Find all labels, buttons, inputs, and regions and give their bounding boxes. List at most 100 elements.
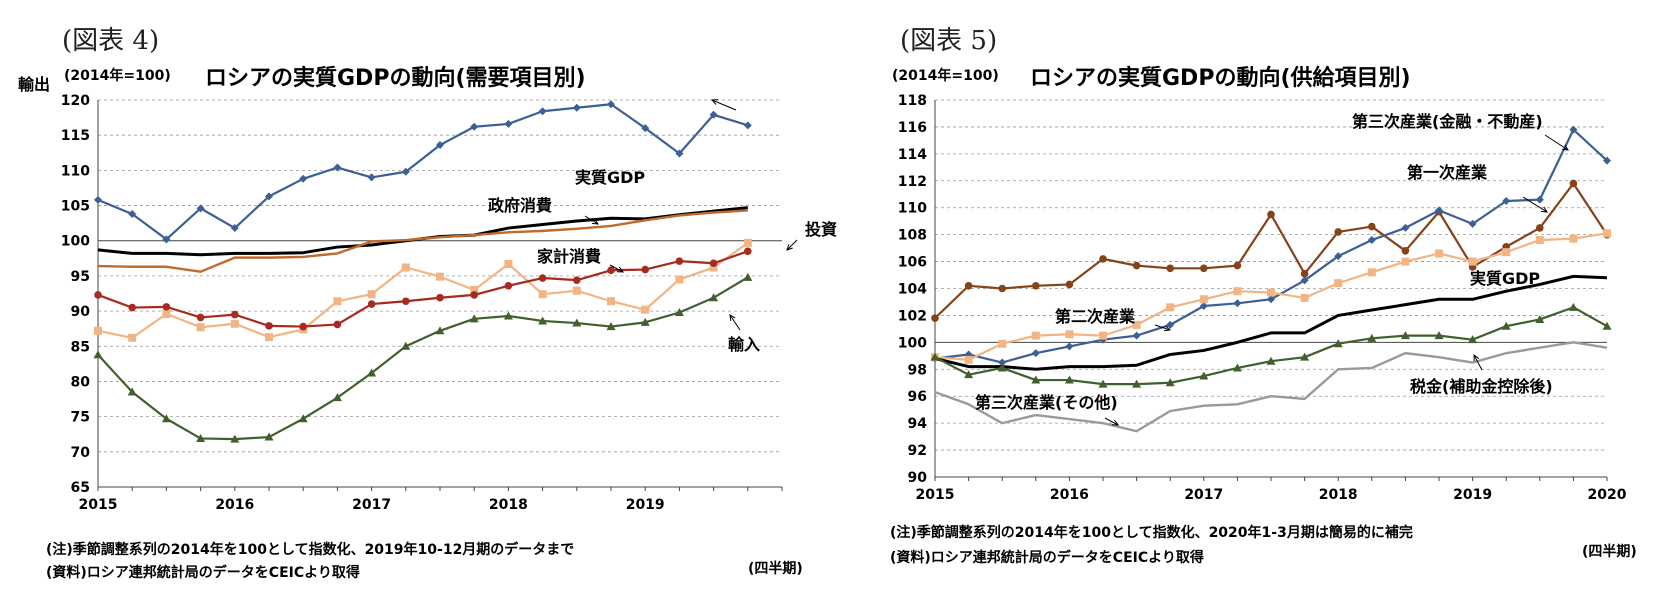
data-point	[435, 326, 445, 335]
series-line	[97, 241, 749, 339]
data-point	[743, 238, 752, 247]
data-point	[997, 363, 1007, 372]
data-point	[640, 317, 650, 326]
data-point	[931, 314, 939, 322]
data-point	[1334, 228, 1342, 236]
data-point	[1569, 125, 1578, 134]
y-tick-label: 102	[898, 308, 927, 324]
data-point	[504, 281, 513, 290]
data-point	[469, 314, 479, 323]
series-line	[934, 274, 1608, 371]
series-annotation: 投資	[805, 220, 837, 239]
data-point	[1602, 321, 1612, 330]
data-point	[1267, 295, 1275, 304]
y-tick-label: 110	[61, 163, 90, 179]
series-4-group	[930, 302, 1612, 388]
data-point	[1401, 223, 1410, 232]
series-annotation: 税金(補助金控除後)	[1410, 377, 1553, 396]
data-point	[1065, 342, 1074, 351]
figure-label: (図表 4)	[62, 26, 160, 56]
data-point	[538, 290, 547, 299]
data-point	[1064, 375, 1074, 384]
unit-label: (2014年=100)	[64, 68, 171, 84]
series-line	[97, 209, 748, 273]
series-annotation: 輸入	[728, 335, 760, 354]
y-tick-label: 95	[71, 269, 90, 285]
y-tick-label: 115	[61, 128, 90, 144]
data-point	[1031, 331, 1040, 340]
annotation-leader	[1104, 417, 1119, 426]
data-point	[930, 352, 940, 361]
data-point	[1099, 331, 1107, 340]
data-point	[299, 322, 308, 331]
source-line: (資料)ロシア連邦統計局のデータをCEICより取得	[46, 565, 360, 581]
series-line	[97, 103, 749, 241]
data-point	[1266, 356, 1276, 365]
series-line	[934, 341, 1608, 433]
data-point	[504, 119, 513, 128]
x-tick-label: 2020	[1588, 487, 1627, 503]
data-point	[744, 247, 752, 256]
data-point	[1199, 371, 1209, 380]
data-point	[1603, 229, 1611, 238]
data-point	[538, 107, 547, 116]
figure-label: (図表 5)	[900, 26, 998, 56]
series-annotation: 家計消費	[537, 247, 601, 266]
data-point	[1569, 179, 1578, 188]
series-annotation: 政府消費	[488, 196, 552, 215]
data-point	[1166, 320, 1175, 329]
series-1-group	[97, 206, 748, 257]
data-point	[1468, 219, 1477, 228]
data-point	[1166, 264, 1174, 273]
series-line	[97, 206, 748, 257]
y-tick-label: 85	[71, 339, 90, 355]
series-line	[934, 306, 1608, 386]
data-point	[1334, 252, 1343, 261]
data-point	[470, 285, 479, 294]
y-tick-label: 100	[898, 335, 927, 351]
x-tick-label: 2015	[79, 497, 118, 513]
data-point	[607, 266, 615, 275]
data-point	[367, 290, 376, 299]
gridlines	[98, 99, 782, 488]
data-point	[1401, 257, 1410, 266]
y-tick-label: 96	[908, 389, 927, 405]
data-point	[436, 141, 444, 150]
y-tick-label: 65	[71, 480, 90, 496]
data-point	[298, 414, 308, 423]
unit-label: (2014年=100)	[892, 68, 999, 84]
data-point	[196, 323, 205, 332]
data-point	[998, 284, 1006, 293]
data-point	[964, 370, 974, 379]
y-tick-label: 105	[61, 199, 90, 215]
data-point	[299, 174, 308, 183]
series-annotation: 第一次産業	[1407, 163, 1488, 182]
data-point	[401, 341, 411, 350]
y-tick-label: 120	[61, 93, 90, 109]
series-1-group	[931, 125, 1611, 367]
source-line: (資料)ロシア連邦統計局のデータをCEICより取得	[890, 550, 1204, 566]
series-annotation: 第三次産業(金融・不動産)	[1352, 112, 1543, 131]
data-point	[1200, 264, 1208, 273]
annotation-leader	[1522, 196, 1548, 213]
data-point	[1535, 314, 1545, 323]
data-point	[230, 319, 239, 328]
data-point	[1502, 248, 1511, 257]
series-3-group	[94, 238, 752, 342]
data-point	[964, 355, 973, 364]
x-tick-label: 2018	[1319, 487, 1358, 503]
y-tick-label: 70	[71, 445, 91, 461]
data-point	[1267, 288, 1275, 297]
data-point	[606, 322, 616, 331]
y-tick-label: 92	[908, 443, 927, 459]
x-tick-label: 2017	[1184, 487, 1223, 503]
data-point	[128, 333, 137, 342]
data-point	[161, 414, 171, 423]
data-point	[641, 124, 650, 133]
y-tick-label: 80	[71, 374, 91, 390]
y-tick-label: 75	[71, 410, 90, 426]
data-point	[572, 103, 581, 112]
x-unit-label: (四半期)	[1582, 544, 1637, 560]
annotation-arrowhead	[1473, 353, 1480, 362]
data-point	[964, 282, 973, 290]
